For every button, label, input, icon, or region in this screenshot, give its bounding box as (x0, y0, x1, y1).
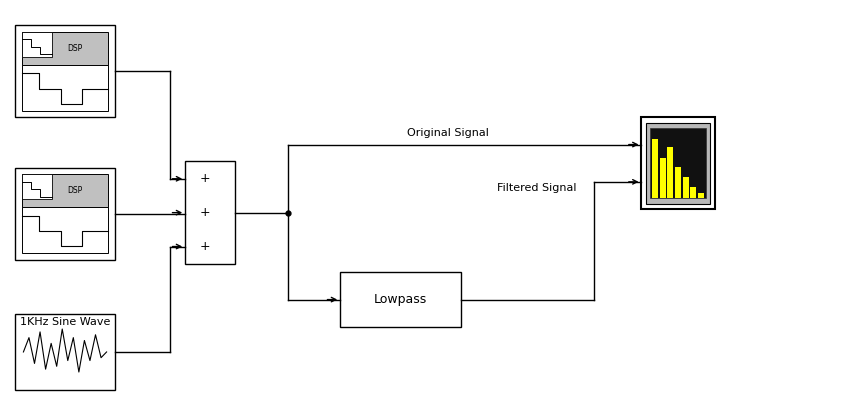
Bar (646, 123, 710, 204)
Text: 1KHz Sine Wave: 1KHz Sine Wave (20, 317, 110, 327)
Bar (15, 168, 115, 260)
Text: Original Signal: Original Signal (406, 128, 489, 138)
Bar (340, 272, 461, 327)
Bar (698, 193, 704, 199)
Bar (683, 176, 689, 199)
Bar (15, 314, 115, 390)
Bar (675, 167, 681, 199)
Text: Filtered Signal: Filtered Signal (498, 183, 577, 193)
Bar (22, 207, 108, 253)
Text: DSP: DSP (68, 44, 83, 53)
Text: DSP: DSP (68, 186, 83, 195)
Text: +: + (200, 206, 210, 219)
Bar (22, 31, 108, 65)
Bar (185, 161, 235, 264)
Text: +: + (200, 240, 210, 253)
Bar (22, 31, 53, 57)
Bar (691, 187, 697, 199)
Bar (22, 174, 108, 207)
Bar (660, 158, 666, 199)
Bar (667, 147, 673, 199)
Bar (650, 128, 706, 199)
Bar (15, 25, 115, 117)
Bar (22, 174, 53, 199)
Text: +: + (200, 172, 210, 185)
Bar (22, 65, 108, 111)
Bar (641, 117, 715, 210)
Bar (652, 139, 658, 199)
Text: Lowpass: Lowpass (374, 293, 427, 306)
